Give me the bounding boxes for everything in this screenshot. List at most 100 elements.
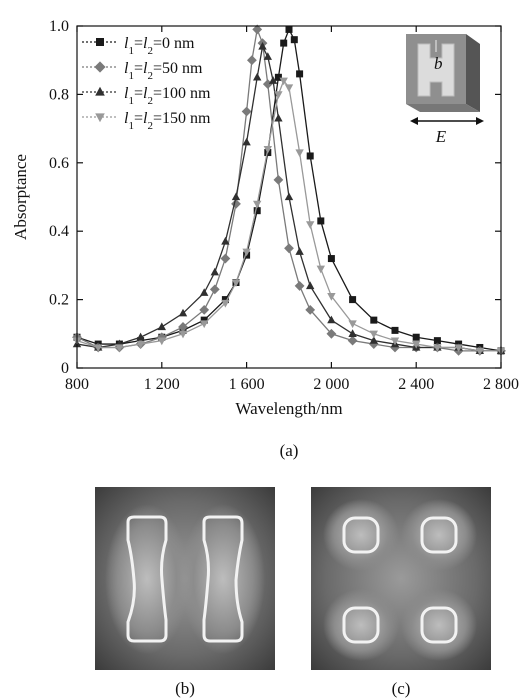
x-tick-label: 1 600 (229, 376, 265, 393)
data-point (294, 281, 305, 291)
data-point (268, 76, 278, 84)
field-map-c-loop-top-left (342, 516, 380, 554)
data-point (199, 304, 210, 315)
data-point (115, 344, 124, 353)
legend-label: l1=l2=0 nm (124, 35, 195, 57)
legend-marker (94, 61, 106, 73)
data-point (274, 73, 282, 81)
data-point (327, 315, 336, 324)
data-point (412, 333, 420, 341)
series-line-1 (76, 26, 501, 352)
data-point (454, 344, 463, 353)
data-point (231, 192, 241, 201)
data-point (348, 329, 357, 337)
data-point (326, 328, 337, 339)
legend-item-3: l1=l2=150 nm (82, 110, 211, 132)
data-point (475, 347, 484, 356)
data-point (274, 113, 283, 122)
data-point (306, 152, 314, 160)
data-point (178, 330, 188, 339)
legend-marker (96, 38, 104, 46)
data-point (369, 336, 378, 344)
field-map-c-glow-top-right (401, 499, 477, 571)
data-point (347, 335, 358, 346)
x-tick-label: 1 200 (144, 376, 180, 393)
field-map-c-glow-top-left (323, 499, 399, 571)
data-point (247, 55, 257, 66)
data-point (370, 316, 378, 324)
y-tick-label: 0.8 (49, 86, 69, 103)
data-point (136, 340, 145, 349)
data-point (284, 243, 294, 254)
data-point (241, 106, 252, 117)
data-point (412, 340, 421, 349)
data-point (221, 299, 230, 308)
data-point (279, 77, 288, 86)
data-point (295, 149, 304, 158)
legend-marker (95, 113, 105, 123)
data-point (433, 337, 441, 345)
data-point (273, 175, 284, 185)
data-point (253, 72, 262, 81)
data-point (242, 137, 251, 146)
legend-marker (95, 86, 105, 96)
data-point (178, 322, 188, 332)
data-point (253, 200, 262, 209)
data-point (94, 344, 103, 353)
legend-label: l1=l2=150 nm (124, 110, 211, 132)
data-point (231, 198, 241, 209)
data-point (348, 320, 357, 329)
data-point (317, 217, 325, 225)
data-point (284, 192, 294, 201)
data-point (290, 36, 298, 44)
data-point (200, 288, 209, 296)
plot-frame (76, 25, 502, 369)
inset-h-shape (417, 43, 455, 97)
data-point (221, 296, 229, 304)
field-map-c-glow-bottom-left (323, 589, 399, 661)
data-point (391, 326, 399, 334)
series-line-2 (76, 44, 501, 352)
inset-block-bottom (406, 104, 480, 112)
tick-layer: 800 1 200 1 600 2 000 2 400 2 800 0 0.2 0.4 0.6 0.… (49, 18, 519, 393)
field-map-b: (b) (95, 487, 275, 698)
data-point (280, 39, 288, 47)
y-tick-label: 0.2 (49, 292, 69, 309)
legend-item-1: l1=l2=50 nm (82, 60, 203, 82)
caption-a: (a) (280, 441, 299, 460)
data-point (390, 337, 400, 346)
data-point (295, 247, 304, 255)
field-map-b-right-loop (202, 515, 244, 643)
y-tick-label: 1.0 (49, 18, 69, 35)
data-point (242, 248, 251, 257)
field-map-c: (c) (311, 487, 491, 698)
series-layer (72, 24, 506, 356)
series-2 (72, 41, 506, 355)
data-point (390, 342, 400, 353)
data-point (157, 322, 166, 331)
inset-label-b: b (434, 54, 443, 73)
field-map-c-glow-bottom-right (401, 589, 477, 661)
caption-b: (b) (175, 679, 195, 698)
data-point (305, 304, 316, 315)
field-map-c-loop-bottom-left (342, 606, 380, 644)
inset-label-E: E (435, 127, 447, 146)
legend: l1=l2=0 nm l1=l2=50 nm l1=l2=100 nm l1=l2=1… (82, 35, 211, 132)
legend-label: l1=l2=100 nm (124, 85, 211, 107)
legend-label: l1=l2=50 nm (124, 60, 203, 82)
field-map-c-loop-top-right (420, 516, 458, 554)
data-point (263, 145, 272, 154)
data-point (274, 91, 283, 99)
chart-panel-a: 800 1 200 1 600 2 000 2 400 2 800 0 0.2 0.4 0.6 0.… (11, 18, 519, 460)
field-map-b-glow-left (105, 504, 189, 654)
x-tick-label: 800 (65, 376, 89, 393)
data-point (433, 344, 442, 353)
data-point (220, 253, 231, 264)
data-point (263, 52, 272, 60)
legend-item-2: l1=l2=100 nm (82, 85, 211, 107)
series-line-0 (76, 27, 502, 352)
data-point (221, 236, 230, 245)
data-point (349, 296, 357, 304)
x-tick-label: 2 800 (483, 376, 519, 393)
